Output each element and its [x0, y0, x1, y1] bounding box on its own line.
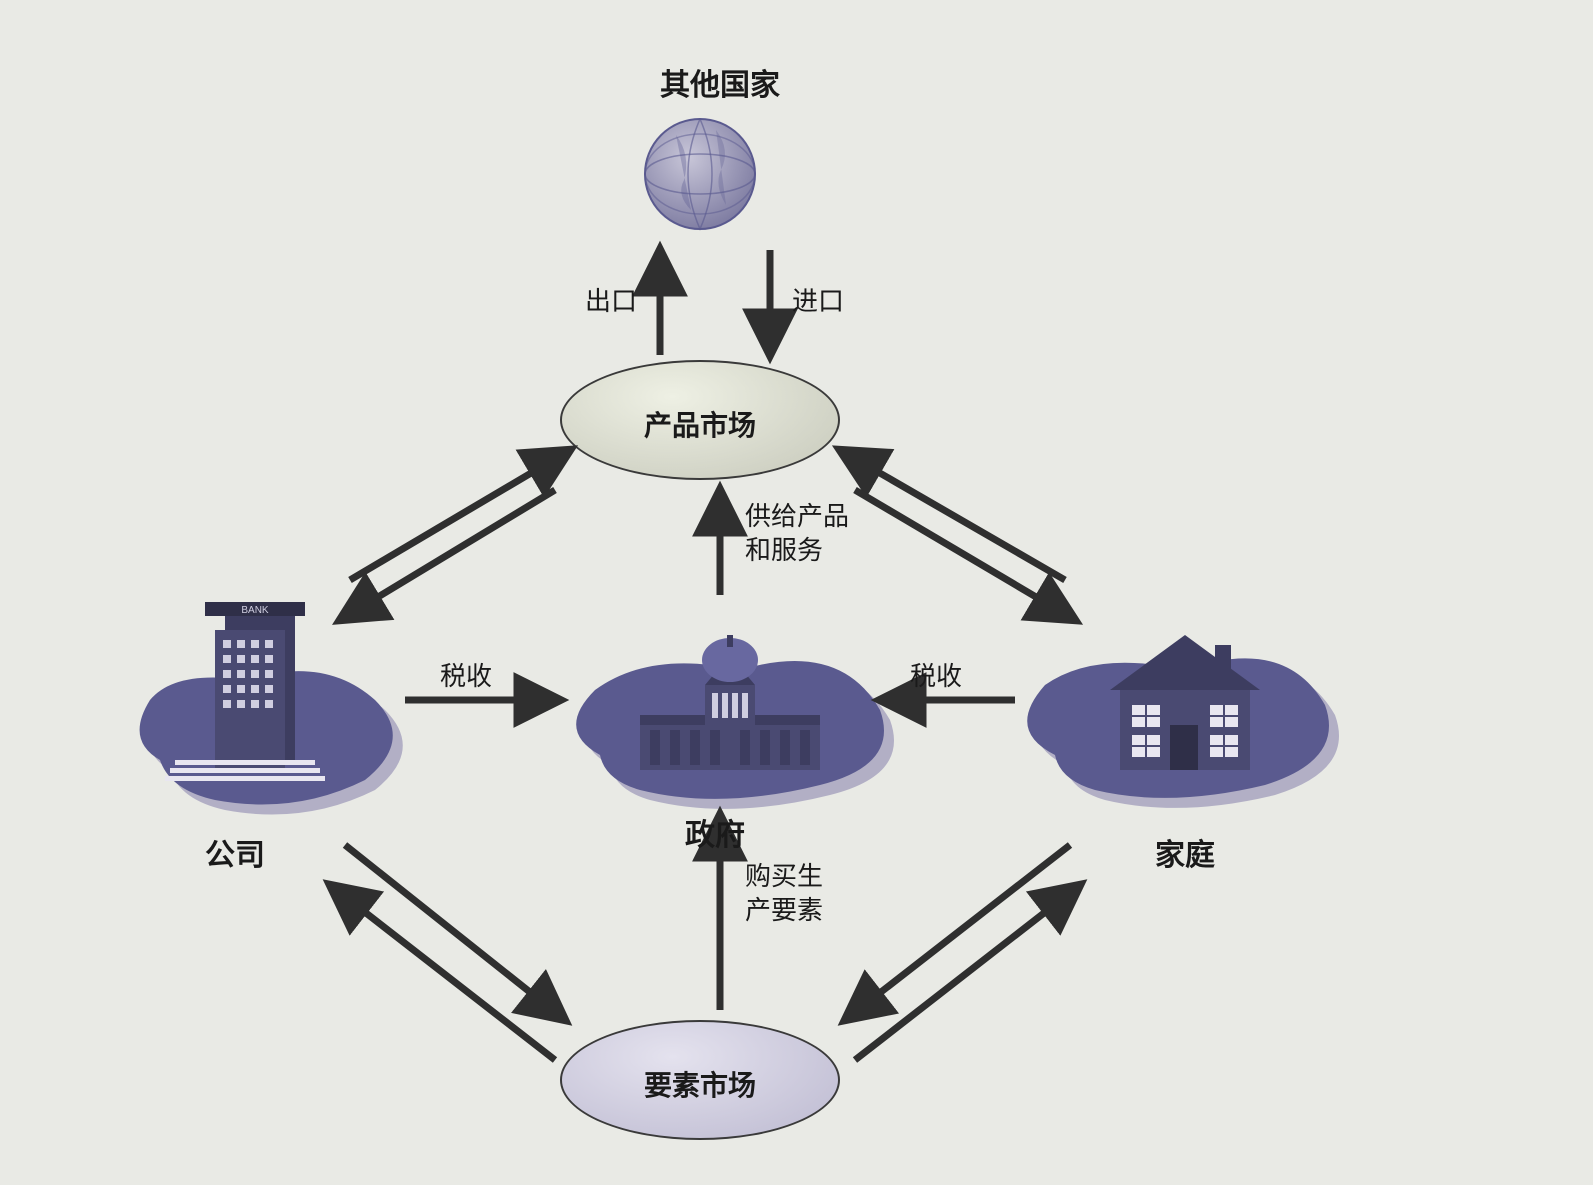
flow-arrows: [0, 0, 1593, 1185]
company-label: 公司: [175, 830, 295, 874]
household-label: 家庭: [1125, 830, 1245, 874]
factor-market-label: 要素市场: [600, 1064, 800, 1104]
tax-right-label: 税收: [910, 660, 962, 694]
government-label: 政府: [655, 810, 775, 854]
tax-left-label: 税收: [440, 660, 492, 694]
product-market-label: 产品市场: [600, 404, 800, 444]
circular-flow-diagram: BANK: [0, 0, 1593, 1185]
other-countries-label: 其他国家: [620, 60, 820, 104]
export-label: 出口: [585, 285, 637, 319]
supply-goods-label: 供给产品 和服务: [745, 500, 849, 568]
buy-factors-label: 购买生 产要素: [745, 860, 823, 928]
import-label: 进口: [792, 285, 844, 319]
